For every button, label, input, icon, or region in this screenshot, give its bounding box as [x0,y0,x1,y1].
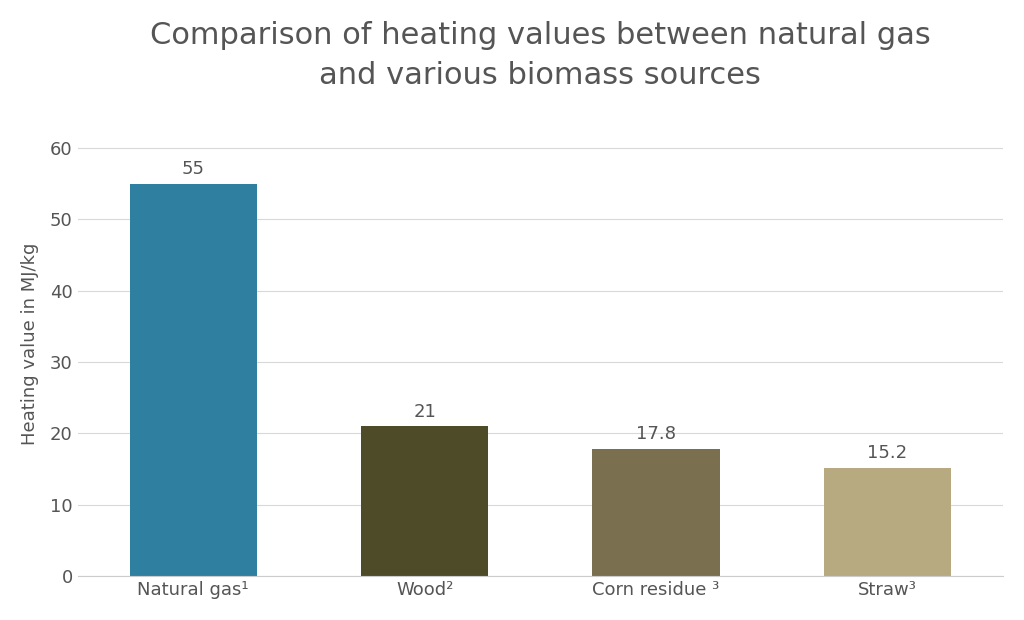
Text: 17.8: 17.8 [636,425,676,443]
Bar [361,427,488,577]
Y-axis label: Heating value in MJ/kg: Heating value in MJ/kg [20,243,39,445]
Text: 15.2: 15.2 [867,444,907,462]
Bar [593,449,720,577]
Bar [130,184,257,577]
Text: 21: 21 [414,402,436,420]
Bar [824,467,951,577]
Text: 55: 55 [181,160,205,178]
Title: Comparison of heating values between natural gas
and various biomass sources: Comparison of heating values between nat… [150,21,931,91]
